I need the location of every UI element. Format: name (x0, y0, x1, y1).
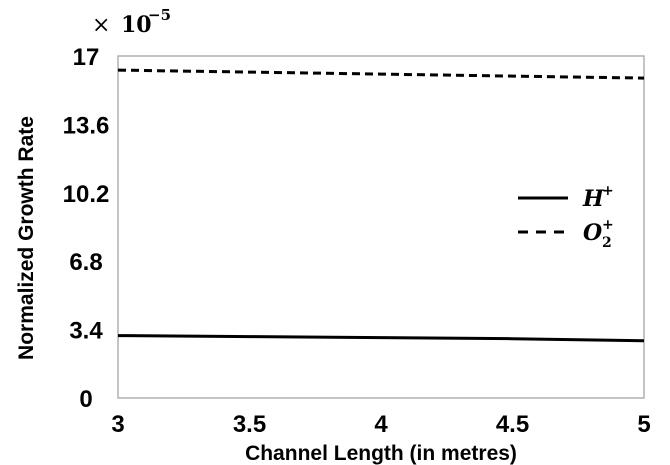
y-tick-label: 13.6 (63, 112, 110, 139)
y-axis-title: Normalized Growth Rate (15, 116, 38, 360)
y-tick-label: 6.8 (69, 249, 102, 276)
legend-item: O +2 (518, 217, 614, 251)
multiplier-exponent: −5 (148, 6, 171, 24)
multiplier-base: 10 (121, 12, 152, 38)
plot-area (117, 55, 645, 399)
y-tick-label: 3.4 (69, 318, 103, 345)
multiplier-times: × (92, 13, 110, 38)
legend-label: O (583, 220, 602, 246)
legend-label-superscript: + (602, 217, 614, 233)
series-layer (117, 68, 645, 343)
x-tick-label: 3.5 (233, 411, 266, 438)
legend-label-superscript: + (602, 183, 614, 199)
legend-item: H+ (518, 183, 614, 212)
legend: H+O +2 (518, 183, 614, 251)
y-tick-label: 17 (73, 44, 100, 71)
y-tick-label: 0 (79, 386, 92, 413)
x-tick-label: 3 (111, 411, 124, 438)
series-line-o2-plus (117, 68, 645, 80)
x-tick-label: 4 (374, 411, 388, 438)
y-tick-label: 10.2 (63, 181, 110, 208)
y-tick-labels: 0 3.4 6.8 10.2 13.6 17 (63, 44, 110, 413)
legend-label-subscript: 2 (602, 235, 612, 251)
x-tick-labels: 3 3.5 4 4.5 5 (111, 411, 650, 438)
legend-label: H (582, 186, 605, 212)
x-tick-label: 4.5 (496, 411, 529, 438)
series-line-h-plus (117, 334, 645, 343)
x-tick-label: 5 (637, 411, 650, 438)
axis-multiplier: × 10 −5 (92, 6, 171, 38)
x-axis-title: Channel Length (in metres) (245, 442, 517, 465)
